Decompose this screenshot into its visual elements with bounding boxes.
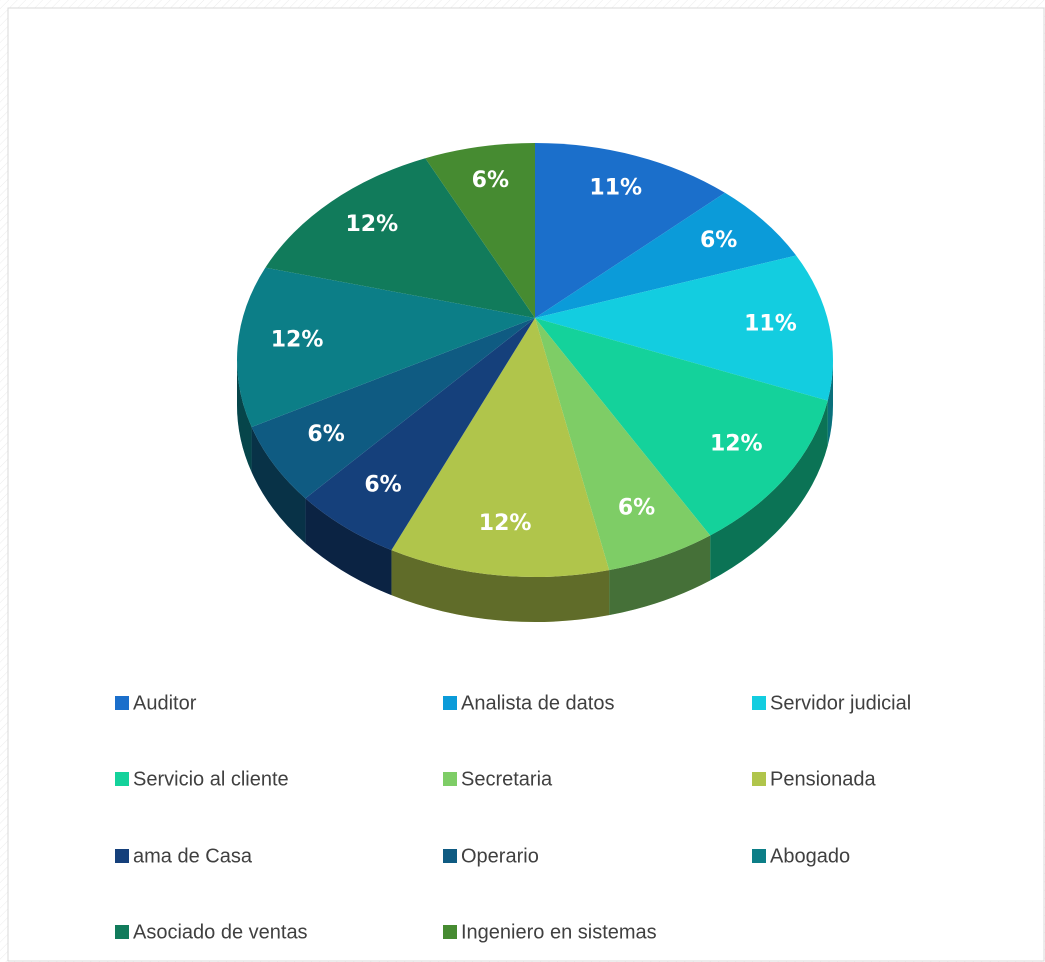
legend-swatch [752, 696, 766, 710]
legend-label: Asociado de ventas [133, 921, 308, 943]
pie-slice [391, 318, 610, 578]
legend-swatch [443, 772, 457, 786]
data-label: 6% [472, 168, 509, 193]
pie-side [237, 360, 252, 473]
pie-slice [236, 267, 535, 428]
legend-label: Analista de datos [461, 692, 614, 714]
legend-swatch [752, 772, 766, 786]
legend-label: Ingeniero en sistemas [461, 921, 657, 943]
pie-side [391, 550, 610, 622]
legend-label: ama de Casa [133, 845, 253, 867]
pie-slice [535, 318, 711, 571]
legend-label: Abogado [770, 845, 850, 867]
pie-side [305, 498, 392, 596]
pie-slice [251, 318, 536, 499]
data-label: 12% [710, 432, 763, 457]
data-label: 6% [618, 496, 655, 521]
legend-label: Servicio al cliente [133, 768, 289, 790]
pie-side-shade [251, 427, 306, 544]
legend-swatch [443, 925, 457, 939]
legend-swatch [443, 696, 457, 710]
pie-side-shade [710, 400, 828, 581]
data-label: 6% [364, 472, 401, 497]
legend-swatch [443, 849, 457, 863]
pie-side-shade [827, 360, 833, 446]
legend-swatch [752, 849, 766, 863]
pie-slice [535, 255, 833, 401]
pie-side-shade [391, 550, 610, 622]
pie-slice [535, 143, 725, 318]
legend-swatch [115, 849, 129, 863]
pie-side-shade [237, 360, 252, 473]
data-label: 12% [345, 212, 398, 237]
pie-side-shade [609, 535, 711, 616]
data-label: 12% [479, 511, 532, 536]
legend-swatch [115, 925, 129, 939]
pie-side [827, 360, 833, 446]
data-label: 11% [589, 175, 642, 200]
pie-slice [305, 318, 535, 551]
legend-swatch [115, 772, 129, 786]
data-label: 11% [744, 311, 797, 336]
pie-side [251, 427, 306, 544]
pie-side [710, 400, 828, 581]
pie-slice [535, 192, 797, 318]
legend-label: Secretaria [461, 768, 553, 790]
pie-slice [535, 318, 828, 536]
pie-side-shade [305, 498, 392, 596]
legend-swatch [115, 696, 129, 710]
data-label: 12% [271, 328, 324, 353]
legend-label: Pensionada [770, 768, 877, 790]
data-label: 6% [307, 422, 344, 447]
pie-slice [425, 143, 535, 318]
pie-side [609, 535, 711, 616]
legend-label: Servidor judicial [770, 692, 911, 714]
data-label: 6% [700, 228, 737, 253]
legend-label: Auditor [133, 692, 197, 714]
legend-label: Operario [461, 845, 539, 867]
pie-slice [265, 158, 535, 318]
